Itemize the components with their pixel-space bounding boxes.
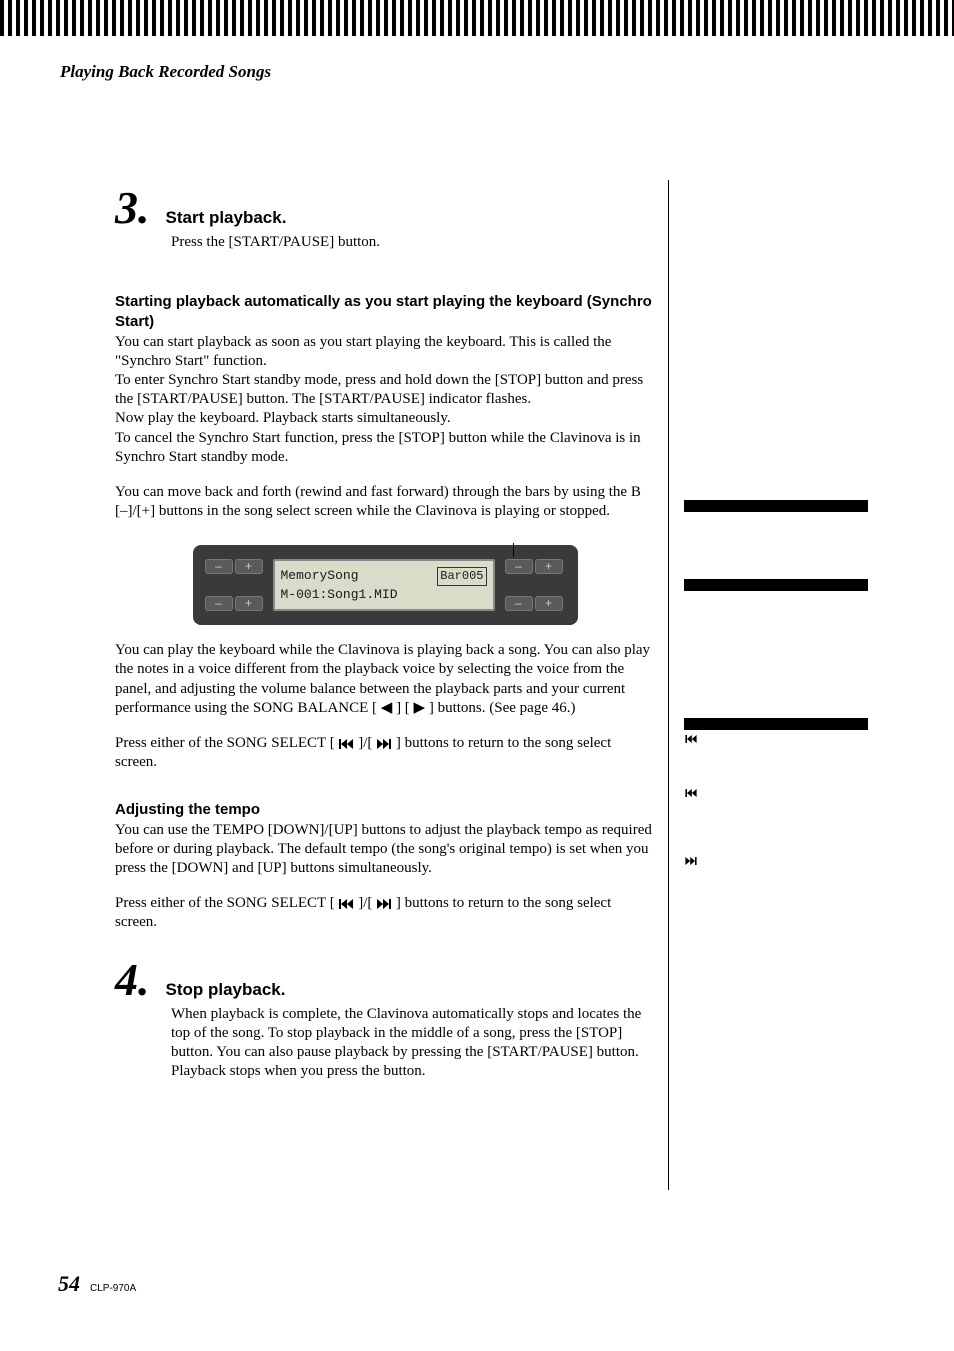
page-number: 54 — [58, 1271, 80, 1297]
skip-forward-icon — [685, 857, 697, 865]
tick-mark — [513, 543, 514, 557]
c-plus-button[interactable]: + — [235, 596, 263, 611]
model-label: CLP-970A — [90, 1283, 136, 1294]
a-minus-button[interactable]: – — [205, 559, 233, 574]
lcd-panel: – + – + MemorySong Bar005 M-001:Song1.MI… — [193, 545, 578, 625]
ss2-a: Press either of the SONG SELECT [ — [115, 895, 335, 911]
tips-column — [684, 500, 868, 997]
tip-3 — [684, 718, 868, 973]
tip-3-label — [684, 718, 868, 730]
play-keyboard-paragraph: You can play the keyboard while the Clav… — [115, 641, 655, 718]
d-minus-button[interactable]: – — [505, 596, 533, 611]
tip-2 — [684, 579, 868, 694]
synchro-p2: To enter Synchro Start standby mode, pre… — [115, 372, 643, 407]
a-plus-button[interactable]: + — [235, 559, 263, 574]
tip-1 — [684, 500, 868, 555]
ss1-b: ]/[ — [358, 735, 372, 751]
synchro-p3: Now play the keyboard. Playback starts s… — [115, 410, 451, 426]
song-select-return-2: Press either of the SONG SELECT [ ]/[ ] … — [115, 894, 655, 932]
synchro-p4: To cancel the Synchro Start function, pr… — [115, 430, 641, 465]
ss2-b: ]/[ — [358, 895, 372, 911]
synchro-start-heading: Starting playback automatically as you s… — [115, 293, 652, 330]
rewind-paragraph: You can move back and forth (rewind and … — [115, 483, 655, 521]
tempo-paragraph: You can use the TEMPO [DOWN]/[UP] button… — [115, 822, 652, 876]
vertical-divider — [668, 180, 669, 1190]
step-3-number: 3. — [115, 185, 150, 231]
adjusting-tempo-block: Adjusting the tempo You can use the TEMP… — [115, 800, 655, 878]
tip-1-label — [684, 500, 868, 512]
skip-forward-icon — [377, 739, 391, 749]
tip-3-body — [684, 733, 868, 973]
lcd-bar-indicator: Bar005 — [437, 567, 486, 585]
step-3-title: Start playback. — [166, 208, 287, 228]
song-select-return-1: Press either of the SONG SELECT [ ]/[ ] … — [115, 734, 655, 772]
page-footer: 54 CLP-970A — [58, 1271, 136, 1297]
skip-back-icon — [339, 739, 353, 749]
b-plus-button[interactable]: + — [535, 559, 563, 574]
lcd-line2: M-001:Song1.MID — [281, 586, 487, 604]
tip-2-label — [684, 579, 868, 591]
skip-back-icon — [685, 735, 697, 743]
lcd-screen: MemorySong Bar005 M-001:Song1.MID — [273, 559, 495, 611]
skip-back-icon — [339, 899, 353, 909]
skip-forward-icon — [377, 899, 391, 909]
synchro-p1: You can start playback as soon as you st… — [115, 334, 611, 369]
c-minus-button[interactable]: – — [205, 596, 233, 611]
d-plus-button[interactable]: + — [535, 596, 563, 611]
step-4-row: 4. Stop playback. — [115, 957, 655, 1003]
step-4-title: Stop playback. — [166, 980, 286, 1000]
left-button-column: – + – + — [205, 559, 263, 611]
step-4-number: 4. — [115, 957, 150, 1003]
lcd-line1-left: MemorySong — [281, 567, 359, 585]
section-header: Playing Back Recorded Songs — [60, 62, 271, 82]
step-3-row: 3. Start playback. — [115, 185, 655, 231]
right-button-column: – + – + — [505, 559, 563, 611]
step-3-press-line: Press the [START/PAUSE] button. — [171, 233, 655, 252]
b-minus-button[interactable]: – — [505, 559, 533, 574]
tip-2-body — [684, 594, 868, 694]
top-barcode-decoration — [0, 0, 954, 36]
synchro-start-block: Starting playback automatically as you s… — [115, 292, 655, 467]
tip-1-body — [684, 515, 868, 555]
adjusting-tempo-heading: Adjusting the tempo — [115, 801, 260, 818]
ss1-a: Press either of the SONG SELECT [ — [115, 735, 335, 751]
main-content-column: 3. Start playback. Press the [START/PAUS… — [115, 185, 655, 1081]
step-4-body: When playback is complete, the Clavinova… — [171, 1005, 655, 1082]
skip-back-icon — [685, 789, 697, 797]
